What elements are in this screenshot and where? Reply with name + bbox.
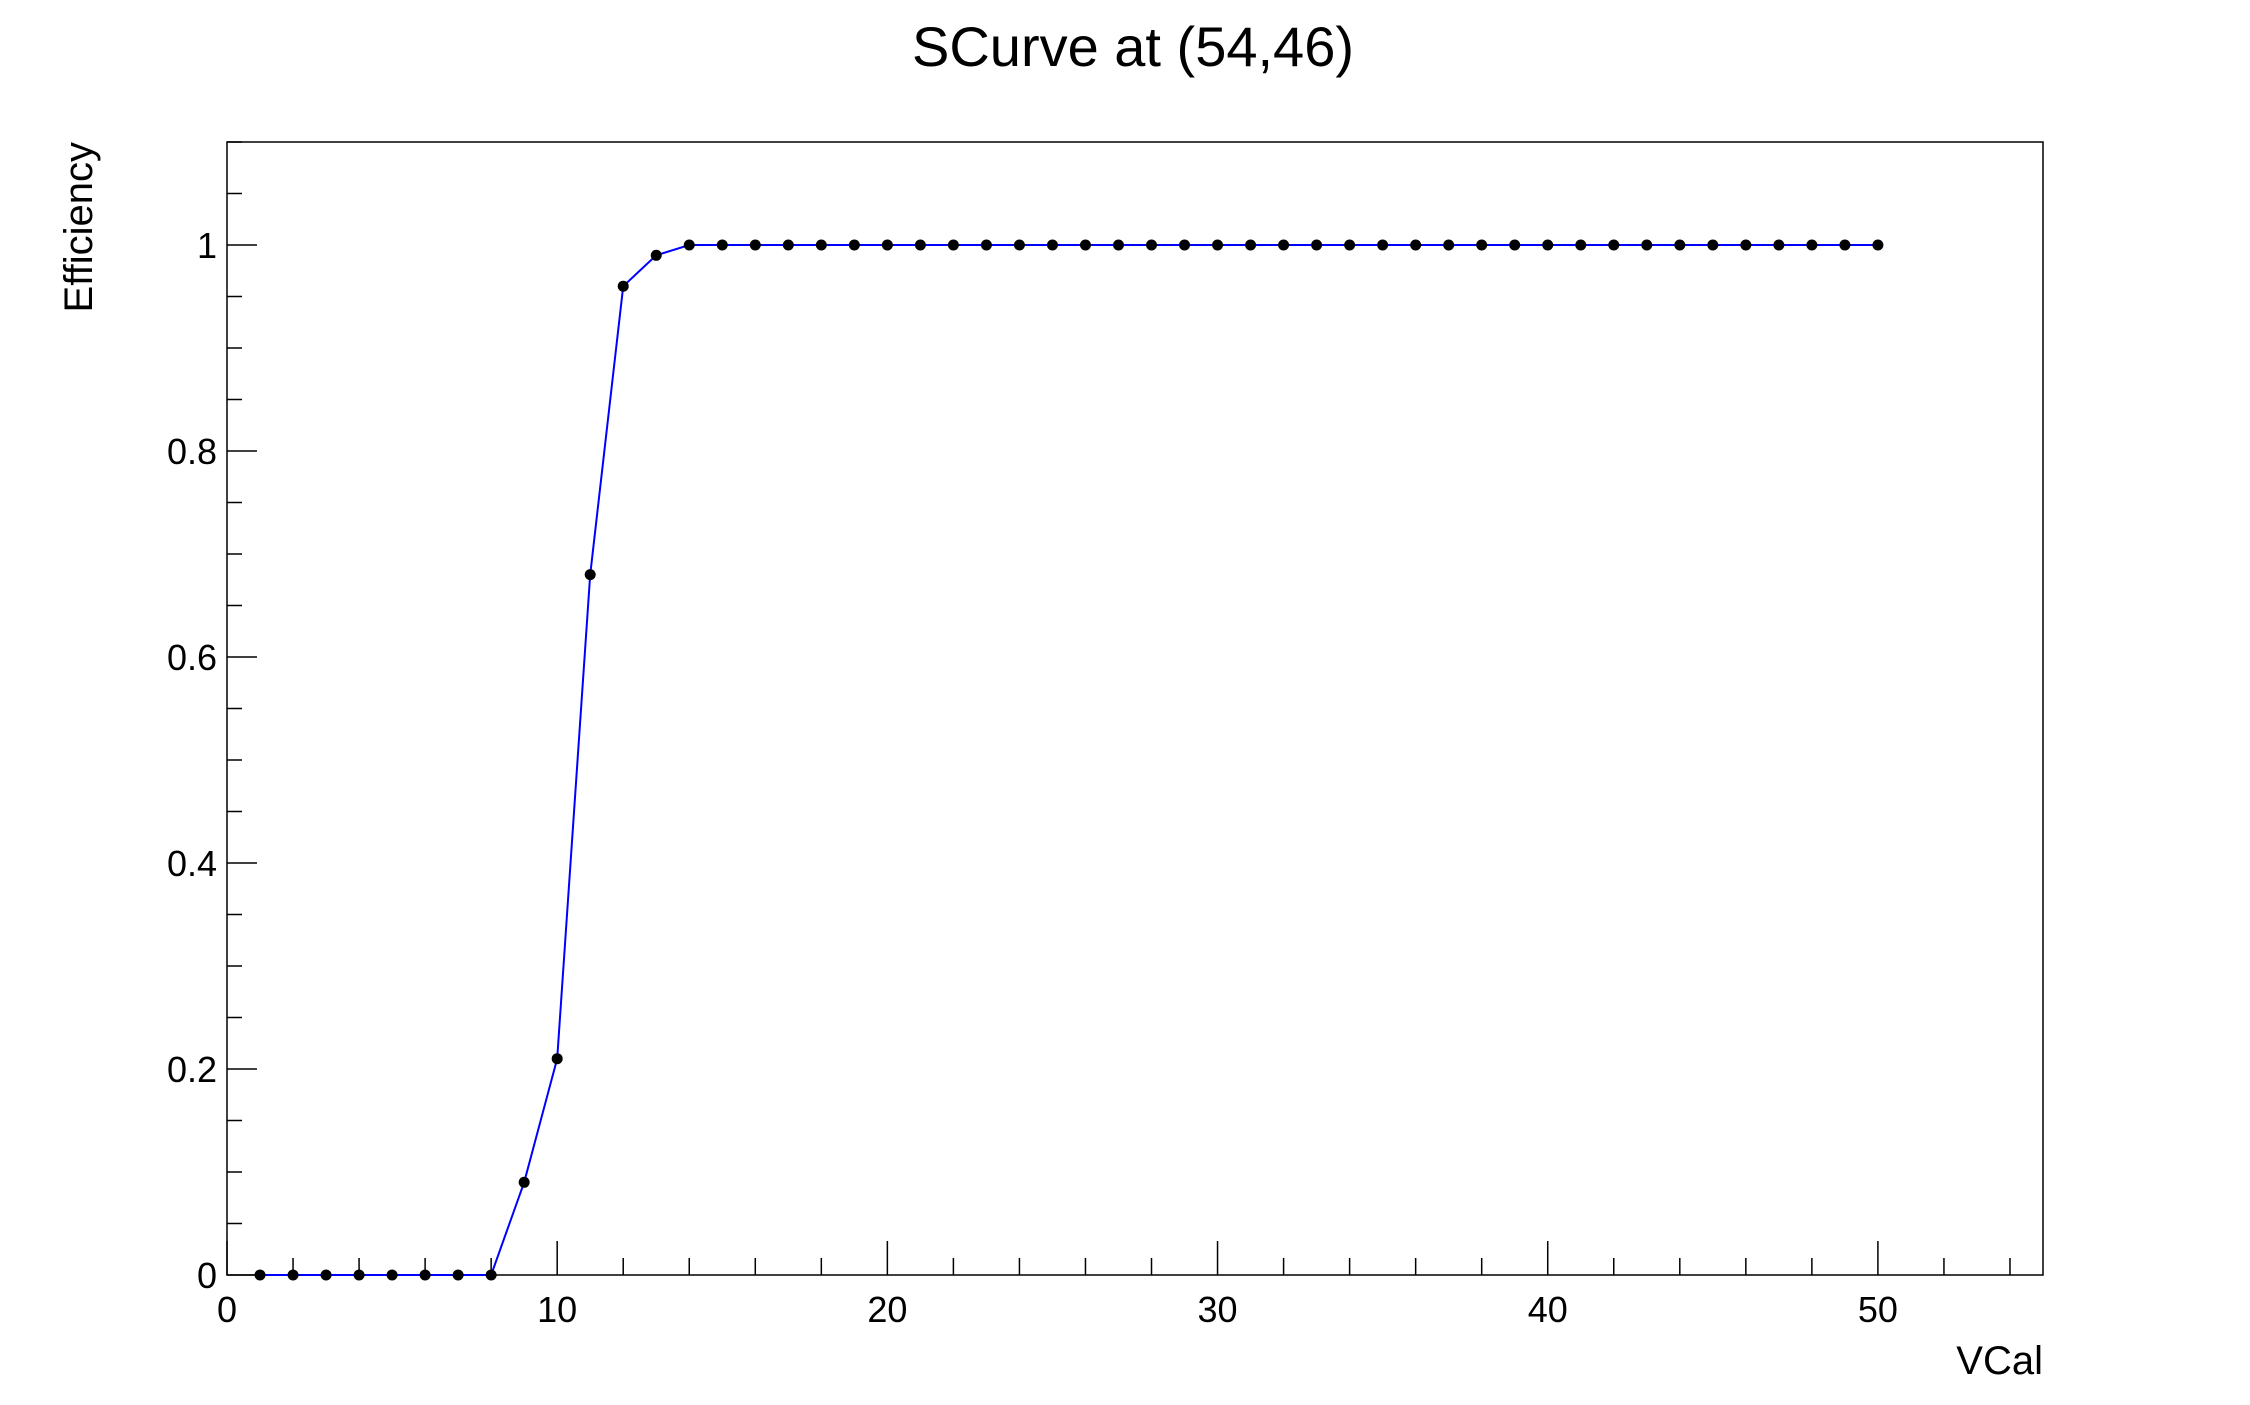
x-tick-label: 40 bbox=[1528, 1289, 1568, 1330]
data-point bbox=[419, 1269, 431, 1281]
data-point bbox=[716, 239, 728, 251]
data-point bbox=[1179, 239, 1191, 251]
data-point bbox=[1608, 239, 1620, 251]
x-tick-label: 0 bbox=[217, 1289, 237, 1330]
data-point bbox=[1839, 239, 1851, 251]
data-point bbox=[617, 280, 629, 292]
data-point bbox=[1046, 239, 1058, 251]
data-point bbox=[1410, 239, 1422, 251]
data-point bbox=[749, 239, 761, 251]
data-point bbox=[1476, 239, 1488, 251]
data-point bbox=[1245, 239, 1257, 251]
data-point bbox=[1443, 239, 1455, 251]
data-point bbox=[1575, 239, 1587, 251]
data-point bbox=[386, 1269, 398, 1281]
y-tick-label: 0.4 bbox=[167, 843, 217, 884]
data-point bbox=[1079, 239, 1091, 251]
data-point bbox=[650, 249, 662, 261]
data-point bbox=[320, 1269, 332, 1281]
data-point bbox=[452, 1269, 464, 1281]
data-point bbox=[1112, 239, 1124, 251]
x-axis-ticks bbox=[226, 1241, 2011, 1275]
plot-frame bbox=[226, 141, 2044, 1276]
data-point bbox=[485, 1269, 497, 1281]
x-tick-label: 20 bbox=[867, 1289, 907, 1330]
x-tick-label: 10 bbox=[537, 1289, 577, 1330]
data-point bbox=[1212, 239, 1224, 251]
data-point bbox=[1146, 239, 1158, 251]
series-line bbox=[260, 244, 1878, 1276]
data-point bbox=[551, 1053, 563, 1065]
data-point bbox=[1509, 239, 1521, 251]
data-point bbox=[254, 1269, 266, 1281]
data-point bbox=[1806, 239, 1818, 251]
data-point bbox=[1013, 239, 1025, 251]
data-point bbox=[518, 1176, 530, 1188]
data-point bbox=[1707, 239, 1719, 251]
y-tick-label: 0.6 bbox=[167, 637, 217, 678]
x-tick-label: 50 bbox=[1858, 1289, 1898, 1330]
data-point bbox=[1773, 239, 1785, 251]
data-point bbox=[1278, 239, 1290, 251]
data-point bbox=[1377, 239, 1389, 251]
x-axis-label: VCal bbox=[1956, 1339, 2043, 1383]
data-point bbox=[353, 1269, 365, 1281]
data-point bbox=[881, 239, 893, 251]
y-tick-label: 0 bbox=[197, 1255, 217, 1296]
data-point bbox=[287, 1269, 299, 1281]
data-point bbox=[815, 239, 827, 251]
data-point bbox=[1344, 239, 1356, 251]
y-tick-label: 0.2 bbox=[167, 1049, 217, 1090]
data-point bbox=[848, 239, 860, 251]
data-point bbox=[1542, 239, 1554, 251]
x-axis-tick-labels: 0 10 20 30 40 50 bbox=[217, 1289, 1898, 1330]
y-axis-tick-labels: 0 0.2 0.4 0.6 0.8 1 bbox=[167, 225, 217, 1296]
y-axis-label: Efficiency bbox=[57, 142, 101, 312]
y-tick-label: 1 bbox=[197, 225, 217, 266]
data-point bbox=[1872, 239, 1884, 251]
data-point bbox=[584, 569, 596, 581]
x-tick-label: 30 bbox=[1198, 1289, 1238, 1330]
data-point bbox=[980, 239, 992, 251]
data-point bbox=[947, 239, 959, 251]
chart-title: SCurve at (54,46) bbox=[912, 15, 1354, 78]
data-point bbox=[1641, 239, 1653, 251]
data-point bbox=[914, 239, 926, 251]
data-point bbox=[683, 239, 695, 251]
data-point bbox=[782, 239, 794, 251]
data-point bbox=[1740, 239, 1752, 251]
data-point bbox=[1674, 239, 1686, 251]
data-point bbox=[1311, 239, 1323, 251]
y-axis-ticks bbox=[227, 141, 257, 1276]
y-tick-label: 0.8 bbox=[167, 431, 217, 472]
series-markers bbox=[254, 239, 1884, 1281]
